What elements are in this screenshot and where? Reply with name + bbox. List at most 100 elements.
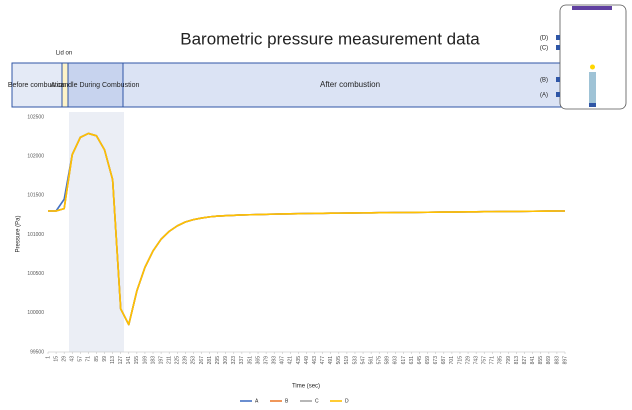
x-tick-label: 785 [498, 356, 504, 365]
x-tick-label: 883 [554, 356, 560, 365]
x-tick-label: 799 [506, 356, 512, 365]
x-tick-label: 267 [199, 356, 205, 365]
legend-label: D [345, 398, 349, 404]
x-tick-label: 729 [465, 356, 471, 365]
y-tick-label: 100000 [27, 310, 44, 316]
flame [590, 64, 595, 70]
x-tick-label: 197 [158, 356, 164, 365]
x-tick-label: 589 [385, 356, 391, 365]
x-tick-label: 155 [134, 356, 140, 365]
x-tick-label: 99 [102, 356, 108, 362]
x-tick-label: 379 [263, 356, 269, 365]
phase-label: Before combustion [8, 82, 66, 89]
x-tick-label: 253 [191, 356, 197, 365]
x-tick-label: 561 [368, 356, 374, 365]
x-tick-label: 323 [231, 356, 237, 365]
x-tick-label: 743 [473, 356, 479, 365]
y-tick-label: 101000 [27, 232, 44, 238]
y-tick-label: 102500 [27, 114, 44, 120]
x-tick-label: 169 [142, 356, 148, 365]
x-tick-label: 141 [126, 356, 132, 365]
x-tick-label: 57 [78, 356, 84, 362]
combustion-shade [69, 112, 124, 352]
x-tick-label: 673 [433, 356, 439, 365]
x-tick-label: 547 [360, 356, 366, 365]
x-tick-label: 519 [344, 356, 350, 365]
phase-label: A candle During Combustion [51, 82, 140, 89]
x-tick-label: 813 [514, 356, 520, 365]
x-tick-label: 15 [53, 356, 59, 362]
candle-base [589, 103, 596, 107]
x-axis-label: Time (sec) [292, 384, 320, 390]
y-tick-label: 100500 [27, 271, 44, 277]
legend-label: B [285, 398, 289, 404]
series-line [48, 132, 565, 326]
x-tick-label: 869 [546, 356, 552, 365]
y-tick-label: 101500 [27, 193, 44, 199]
x-tick-label: 113 [110, 356, 116, 364]
y-tick-label: 99500 [30, 349, 44, 355]
x-tick-label: 617 [401, 356, 407, 365]
x-tick-label: 225 [175, 356, 181, 365]
x-tick-label: 463 [312, 356, 318, 365]
x-tick-label: 85 [94, 356, 100, 362]
series-line [48, 132, 565, 326]
x-tick-label: 757 [482, 356, 488, 365]
x-tick-label: 127 [118, 356, 124, 365]
x-tick-label: 491 [328, 356, 334, 365]
phase-box [67, 62, 124, 108]
x-tick-label: 687 [441, 356, 447, 365]
x-tick-label: 295 [215, 356, 221, 365]
x-tick-label: 365 [255, 356, 261, 365]
legend-label: C [315, 398, 319, 404]
x-tick-label: 449 [304, 356, 310, 365]
x-tick-label: 211 [167, 356, 173, 364]
x-tick-label: 337 [239, 356, 245, 365]
jar-diagram: (D) (C) (B) (A) [540, 4, 627, 110]
jar [559, 4, 627, 110]
x-tick-label: 351 [247, 356, 253, 365]
x-tick-label: 477 [320, 356, 326, 365]
x-tick-label: 855 [538, 356, 544, 365]
x-tick-label: 239 [183, 356, 189, 365]
y-tick-label: 102000 [27, 153, 44, 159]
x-tick-label: 715 [457, 356, 463, 365]
x-tick-label: 897 [562, 356, 568, 365]
y-axis-label: Pressure (Pa) [16, 215, 22, 252]
x-tick-label: 533 [352, 356, 358, 365]
x-tick-label: 43 [70, 356, 76, 362]
sensor [556, 92, 560, 97]
x-tick-label: 645 [417, 356, 423, 365]
x-tick-label: 701 [449, 356, 455, 365]
sensor-label: (B) [540, 78, 548, 84]
x-tick-label: 309 [223, 356, 229, 365]
sensor [556, 35, 560, 40]
x-tick-label: 183 [150, 356, 156, 365]
x-tick-label: 603 [393, 356, 399, 365]
phase-box [11, 62, 63, 108]
x-tick-label: 29 [61, 356, 67, 362]
candle [589, 72, 596, 106]
sensor-label: (C) [540, 46, 548, 52]
x-tick-label: 631 [409, 356, 415, 365]
x-tick-label: 827 [522, 356, 528, 365]
sensor [556, 45, 560, 50]
x-tick-label: 659 [425, 356, 431, 365]
series-line [48, 132, 565, 326]
x-tick-label: 407 [280, 356, 286, 365]
x-tick-label: 505 [336, 356, 342, 365]
x-tick-label: 771 [490, 356, 496, 365]
sensor-label: (A) [540, 93, 548, 99]
x-tick-label: 393 [272, 356, 278, 365]
sensor-label: (D) [540, 36, 548, 42]
phase-label: After combustion [320, 80, 380, 89]
lid-label: Lid on [56, 51, 72, 57]
series-line [48, 132, 565, 326]
x-tick-label: 281 [207, 356, 213, 365]
lid [572, 6, 612, 10]
x-tick-label: 421 [288, 356, 294, 365]
x-tick-label: 575 [377, 356, 383, 365]
x-tick-label: 1 [45, 356, 51, 359]
sensor [556, 77, 560, 82]
